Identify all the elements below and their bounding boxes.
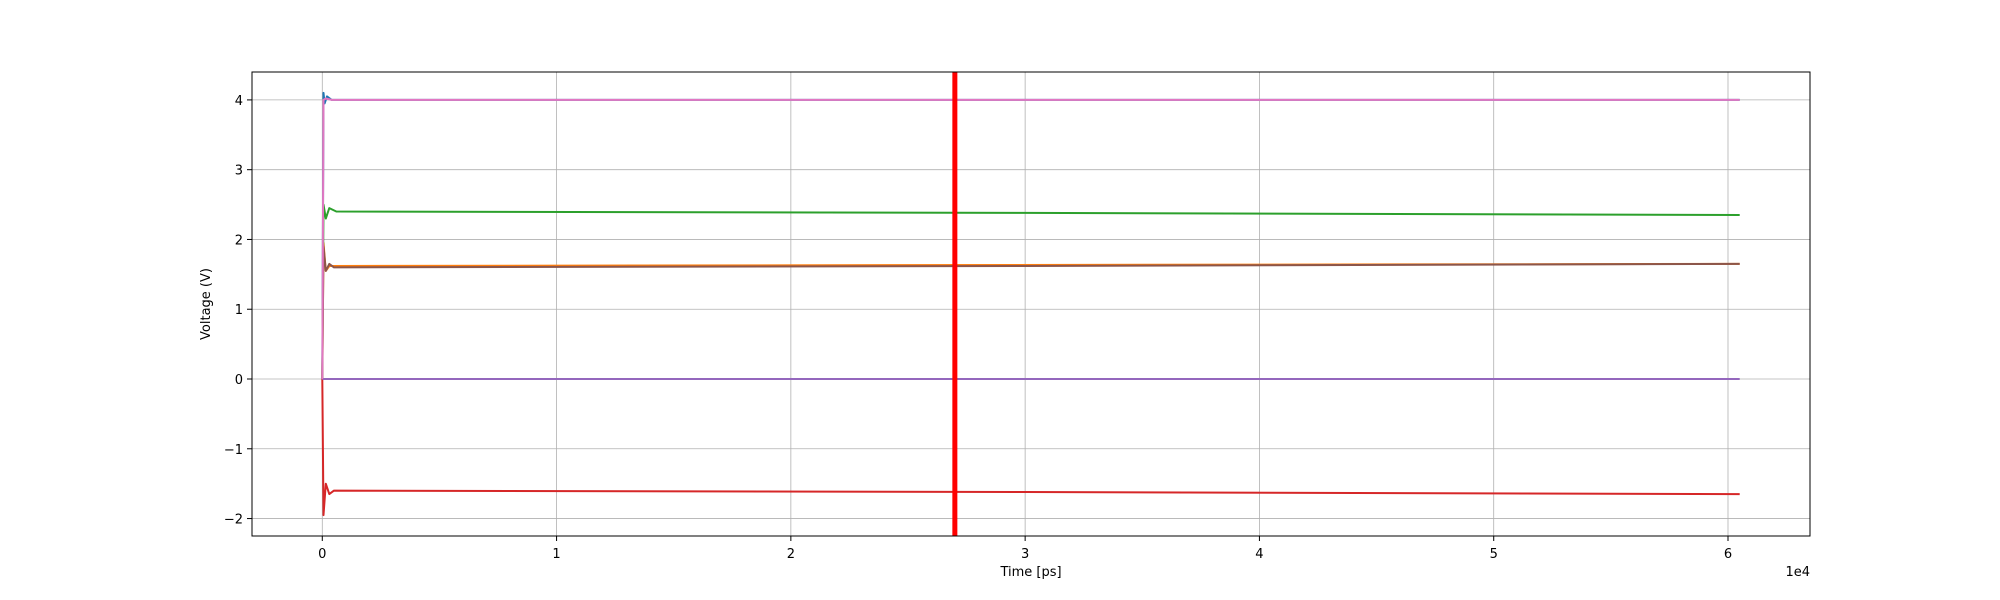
- y-axis-ticks: −2 −1 0 1 2 3 4: [224, 94, 252, 528]
- x-tick-label: 0: [318, 547, 326, 562]
- plot-frame: [251, 71, 1811, 537]
- x-axis-label: Time [ps]: [999, 565, 1061, 580]
- y-tick-label: 2: [235, 233, 243, 248]
- y-tick-label: −2: [224, 513, 243, 528]
- y-axis-label: Voltage (V): [199, 268, 214, 340]
- x-axis-ticks: 0 1 2 3 4 5 6: [318, 536, 1732, 562]
- y-tick-label: 0: [235, 373, 243, 388]
- y-tick-label: −1: [224, 443, 243, 458]
- series-line-7: [321, 97, 1740, 380]
- x-axis-offset-text: 1e4: [1785, 565, 1810, 580]
- x-tick-label: 4: [1255, 547, 1263, 562]
- series-lines: [321, 91, 1740, 517]
- x-tick-label: 2: [787, 547, 795, 562]
- x-tick-label: 5: [1490, 547, 1498, 562]
- y-tick-label: 3: [235, 164, 243, 179]
- series-line-4: [321, 378, 1740, 517]
- y-tick-label: 4: [235, 94, 243, 109]
- y-tick-label: 1: [235, 303, 243, 318]
- x-tick-label: 6: [1724, 547, 1732, 562]
- x-tick-label: 1: [552, 547, 560, 562]
- x-tick-label: 3: [1021, 547, 1029, 562]
